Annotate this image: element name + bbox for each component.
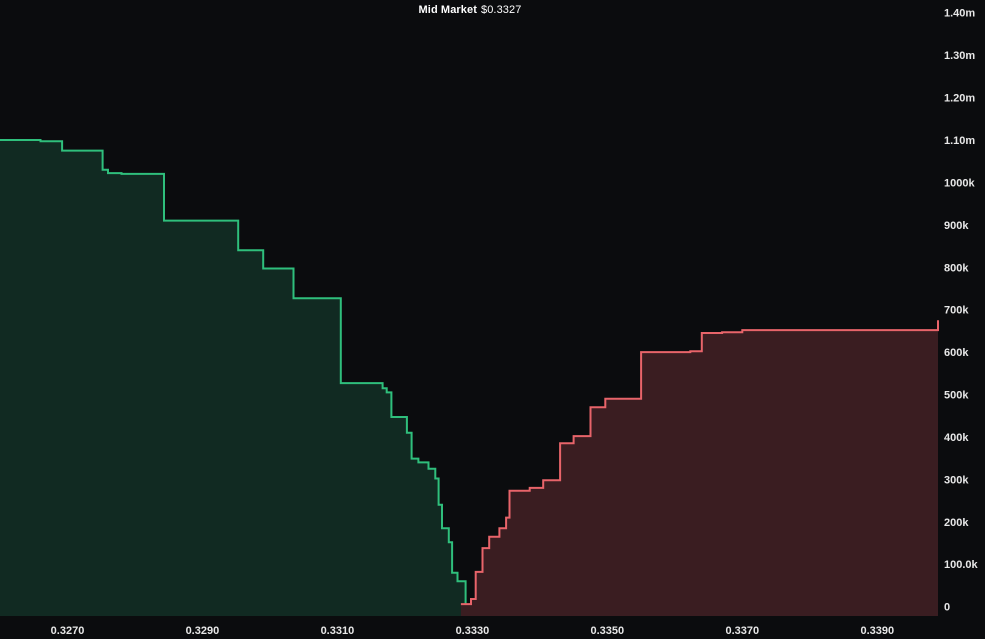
x-tick-label: 0.3270 <box>51 625 85 637</box>
ask-depth-area <box>460 320 938 616</box>
y-tick-label: 1000k <box>944 177 975 189</box>
x-tick-label: 0.3310 <box>321 625 355 637</box>
x-tick-label: 0.3350 <box>590 625 624 637</box>
y-tick-label: 1.20m <box>944 93 975 105</box>
y-tick-label: 400k <box>944 432 969 444</box>
y-tick-label: 600k <box>944 347 969 359</box>
y-tick-label: 300k <box>944 474 969 486</box>
bid-depth-area <box>0 140 466 616</box>
ask-depth-line <box>460 320 939 606</box>
y-tick-label: 800k <box>944 262 969 274</box>
y-tick-label: 1.10m <box>944 135 975 147</box>
x-tick-label: 0.3330 <box>456 625 490 637</box>
y-tick-label: 200k <box>944 517 969 529</box>
x-tick-label: 0.3290 <box>186 625 220 637</box>
y-tick-label: 1.40m <box>944 8 975 20</box>
mid-market-price: $0.3327 <box>481 4 522 16</box>
x-tick-label: 0.3370 <box>725 625 759 637</box>
y-tick-label: 900k <box>944 220 969 232</box>
y-tick-label: 0 <box>944 602 950 614</box>
mid-market-title: Mid Market $0.3327 <box>0 4 940 16</box>
bid-depth-line <box>0 139 467 616</box>
x-tick-label: 0.3390 <box>860 625 894 637</box>
y-tick-label: 100.0k <box>944 559 979 571</box>
y-tick-label: 700k <box>944 305 969 317</box>
y-tick-label: 500k <box>944 390 969 402</box>
mid-market-label: Mid Market <box>418 4 477 16</box>
y-tick-label: 1.30m <box>944 50 975 62</box>
